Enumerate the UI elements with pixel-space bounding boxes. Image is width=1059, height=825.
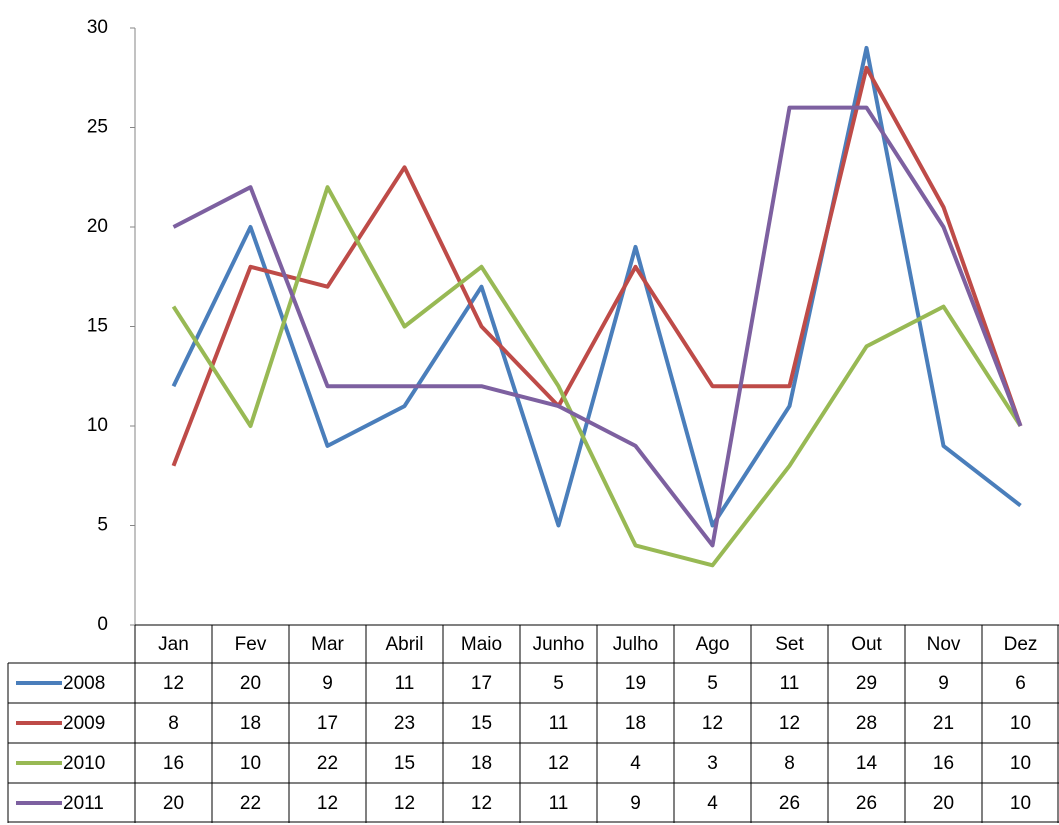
x-tick-label: Maio [461, 634, 502, 655]
x-tick-label: Dez [1004, 634, 1038, 655]
table-value: 12 [163, 673, 184, 694]
table-value: 26 [779, 793, 800, 814]
y-tick-label: 20 [87, 216, 108, 237]
x-tick-label: Ago [696, 634, 730, 655]
table-value: 9 [630, 793, 641, 814]
series-line [172, 105, 1023, 548]
table-value: 18 [471, 753, 492, 774]
series-line [171, 65, 1023, 467]
table-value: 17 [471, 673, 492, 694]
y-tick-label: 0 [97, 614, 108, 635]
series-line [171, 45, 1022, 528]
y-tick-label: 10 [87, 415, 108, 436]
table-value: 12 [779, 713, 800, 734]
table-value: 16 [163, 753, 184, 774]
x-tick-label: Abril [385, 634, 423, 655]
x-tick-label: Nov [927, 634, 961, 655]
table-value: 6 [1015, 673, 1026, 694]
table-value: 15 [394, 753, 415, 774]
x-tick-label: Set [775, 634, 804, 655]
table-value: 28 [856, 713, 877, 734]
table-value: 20 [163, 793, 184, 814]
x-tick-label: Out [851, 634, 882, 655]
legend-label: 2009 [63, 713, 105, 734]
table-value: 10 [1010, 793, 1031, 814]
table-value: 26 [856, 793, 877, 814]
table-value: 10 [1010, 753, 1031, 774]
table-value: 16 [933, 753, 954, 774]
table-value: 10 [1010, 713, 1031, 734]
table-value: 12 [317, 793, 338, 814]
table-value: 14 [856, 753, 878, 774]
table-value: 20 [933, 793, 954, 814]
y-tick-label: 5 [97, 515, 108, 536]
legend-label: 2011 [63, 793, 104, 814]
x-tick-label: Julho [613, 634, 658, 655]
table-value: 4 [707, 793, 718, 814]
table-value: 8 [168, 713, 179, 734]
table-value: 29 [856, 673, 877, 694]
table-value: 21 [933, 713, 954, 734]
table-value: 8 [784, 753, 795, 774]
legend-label: 2010 [63, 753, 105, 774]
table-value: 22 [317, 753, 338, 774]
table-value: 10 [240, 753, 261, 774]
table-value: 12 [702, 713, 723, 734]
x-tick-label: Fev [235, 634, 267, 655]
legend-label: 2008 [63, 673, 105, 694]
table-value: 18 [240, 713, 261, 734]
table-value: 5 [553, 673, 564, 694]
y-tick-label: 30 [87, 17, 108, 38]
table-value: 5 [707, 673, 718, 694]
table-value: 11 [549, 793, 569, 814]
table-value: 9 [322, 673, 333, 694]
table-value: 11 [395, 673, 415, 694]
table-value: 20 [240, 673, 261, 694]
table-value: 17 [317, 713, 338, 734]
table-value: 23 [394, 713, 415, 734]
table-value: 15 [471, 713, 492, 734]
table-value: 19 [625, 673, 646, 694]
table-value: 9 [938, 673, 949, 694]
x-tick-label: Jan [158, 634, 189, 655]
table-value: 12 [471, 793, 492, 814]
table-value: 12 [548, 753, 569, 774]
y-tick-label: 25 [87, 117, 108, 138]
x-tick-label: Junho [533, 634, 585, 655]
series-line [171, 185, 1023, 568]
table-value: 11 [549, 713, 569, 734]
x-tick-label: Mar [311, 634, 344, 655]
y-tick-label: 15 [87, 316, 108, 337]
table-value: 22 [240, 793, 261, 814]
table-value: 18 [625, 713, 646, 734]
table-value: 12 [394, 793, 415, 814]
table-value: 11 [780, 673, 800, 694]
table-value: 3 [707, 753, 718, 774]
table-value: 4 [630, 753, 641, 774]
